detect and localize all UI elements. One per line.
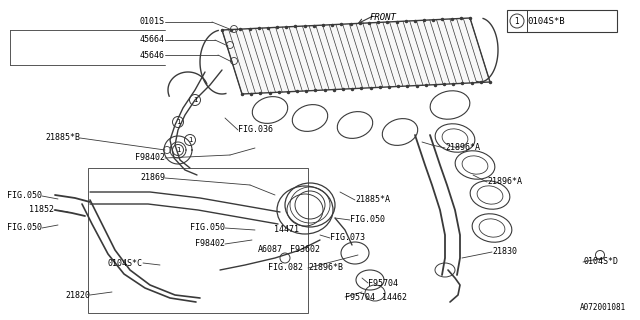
Text: 1: 1 <box>515 17 520 26</box>
Text: 45664: 45664 <box>140 36 165 44</box>
Text: 21896*A: 21896*A <box>445 143 480 153</box>
Text: 1: 1 <box>193 97 197 103</box>
Text: 1: 1 <box>176 119 180 125</box>
Text: 14471: 14471 <box>274 226 299 235</box>
Text: FIG.050: FIG.050 <box>190 223 225 233</box>
Text: A072001081: A072001081 <box>580 303 626 313</box>
Text: FIG.073: FIG.073 <box>330 234 365 243</box>
Text: FIG.036: FIG.036 <box>238 125 273 134</box>
Text: 21869: 21869 <box>140 173 165 182</box>
Text: F98402: F98402 <box>135 154 165 163</box>
Text: FIG.050: FIG.050 <box>7 191 42 201</box>
Bar <box>507 10 617 32</box>
Text: 21885*B: 21885*B <box>45 133 80 142</box>
Text: 0104S*B: 0104S*B <box>527 17 564 26</box>
Bar <box>88 168 308 313</box>
Text: F95704: F95704 <box>368 278 398 287</box>
Text: 21830: 21830 <box>492 247 517 257</box>
Text: 0101S: 0101S <box>140 18 165 27</box>
Text: 11852: 11852 <box>29 205 54 214</box>
Text: A6087: A6087 <box>258 245 283 254</box>
Polygon shape <box>222 18 490 94</box>
Text: 0104S*C: 0104S*C <box>108 259 143 268</box>
Text: F98402: F98402 <box>195 239 225 249</box>
Text: FRONT: FRONT <box>370 13 397 22</box>
Text: FIG.082: FIG.082 <box>268 263 303 273</box>
Text: F95704: F95704 <box>345 292 375 301</box>
Text: 1: 1 <box>188 137 192 143</box>
Text: 21896*A: 21896*A <box>487 178 522 187</box>
Text: 14462: 14462 <box>382 292 407 301</box>
Text: FIG.050: FIG.050 <box>350 215 385 225</box>
Text: 45646: 45646 <box>140 51 165 60</box>
Text: 21885*A: 21885*A <box>355 196 390 204</box>
Text: 0104S*D: 0104S*D <box>583 258 618 267</box>
Text: F93602: F93602 <box>290 245 320 254</box>
Text: 21820: 21820 <box>65 291 90 300</box>
Text: FIG.050: FIG.050 <box>7 223 42 233</box>
Text: 21896*B: 21896*B <box>308 263 343 273</box>
Text: 1: 1 <box>176 147 180 153</box>
